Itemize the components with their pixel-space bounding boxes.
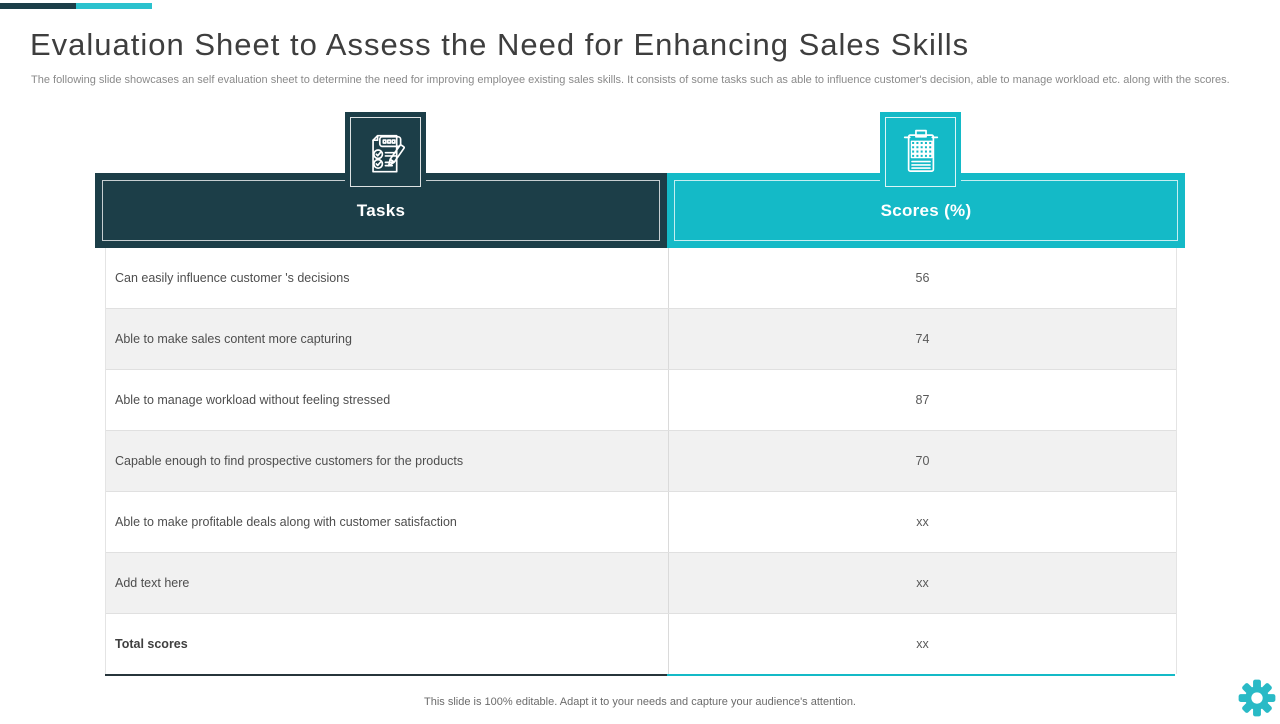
- score-cell: xx: [668, 614, 1176, 674]
- task-cell: Can easily influence customer 's decisio…: [115, 271, 350, 285]
- score-cell: 74: [668, 309, 1176, 369]
- score-cell: 70: [668, 431, 1176, 491]
- table-row: Add text here xx: [106, 553, 1176, 614]
- accent-bar-cyan-segment: [76, 3, 152, 9]
- tasks-icon-tile: [345, 112, 426, 192]
- tasks-header-label: Tasks: [356, 200, 406, 220]
- footer-note: This slide is 100% editable. Adapt it to…: [424, 696, 856, 708]
- score-cell: 87: [668, 370, 1176, 430]
- table-bottom-border-dark: [105, 674, 667, 676]
- table-row-total: Total scores xx: [106, 614, 1176, 674]
- score-cell: 56: [668, 248, 1176, 308]
- score-sheet-icon: [885, 117, 956, 187]
- evaluation-table: Can easily influence customer 's decisio…: [105, 248, 1177, 674]
- top-accent-bar: [0, 3, 152, 9]
- task-cell: Able to make profitable deals along with…: [115, 515, 457, 529]
- table-bottom-border-cyan: [667, 674, 1175, 676]
- task-cell: Able to make sales content more capturin…: [115, 332, 352, 346]
- slide-subtitle: The following slide showcases an self ev…: [31, 74, 1230, 86]
- gear-icon[interactable]: [1236, 677, 1278, 719]
- table-header: Tasks Scores (%): [95, 173, 1185, 248]
- table-row: Able to make profitable deals along with…: [106, 492, 1176, 553]
- task-cell: Total scores: [115, 637, 188, 651]
- scores-icon-tile: [880, 112, 961, 192]
- task-cell: Add text here: [115, 576, 190, 590]
- task-cell: Capable enough to find prospective custo…: [115, 454, 464, 468]
- scores-header-label: Scores (%): [880, 200, 972, 220]
- score-cell: xx: [668, 492, 1176, 552]
- table-row: Able to make sales content more capturin…: [106, 309, 1176, 370]
- page-title: Evaluation Sheet to Assess the Need for …: [30, 27, 970, 62]
- table-row: Can easily influence customer 's decisio…: [106, 248, 1176, 309]
- score-cell: xx: [668, 553, 1176, 613]
- task-cell: Able to manage workload without feeling …: [115, 393, 391, 407]
- evaluation-checklist-icon: [350, 117, 421, 187]
- table-bottom-border: [105, 674, 1175, 676]
- table-row: Capable enough to find prospective custo…: [106, 431, 1176, 492]
- accent-bar-dark-segment: [0, 3, 76, 9]
- table-row: Able to manage workload without feeling …: [106, 370, 1176, 431]
